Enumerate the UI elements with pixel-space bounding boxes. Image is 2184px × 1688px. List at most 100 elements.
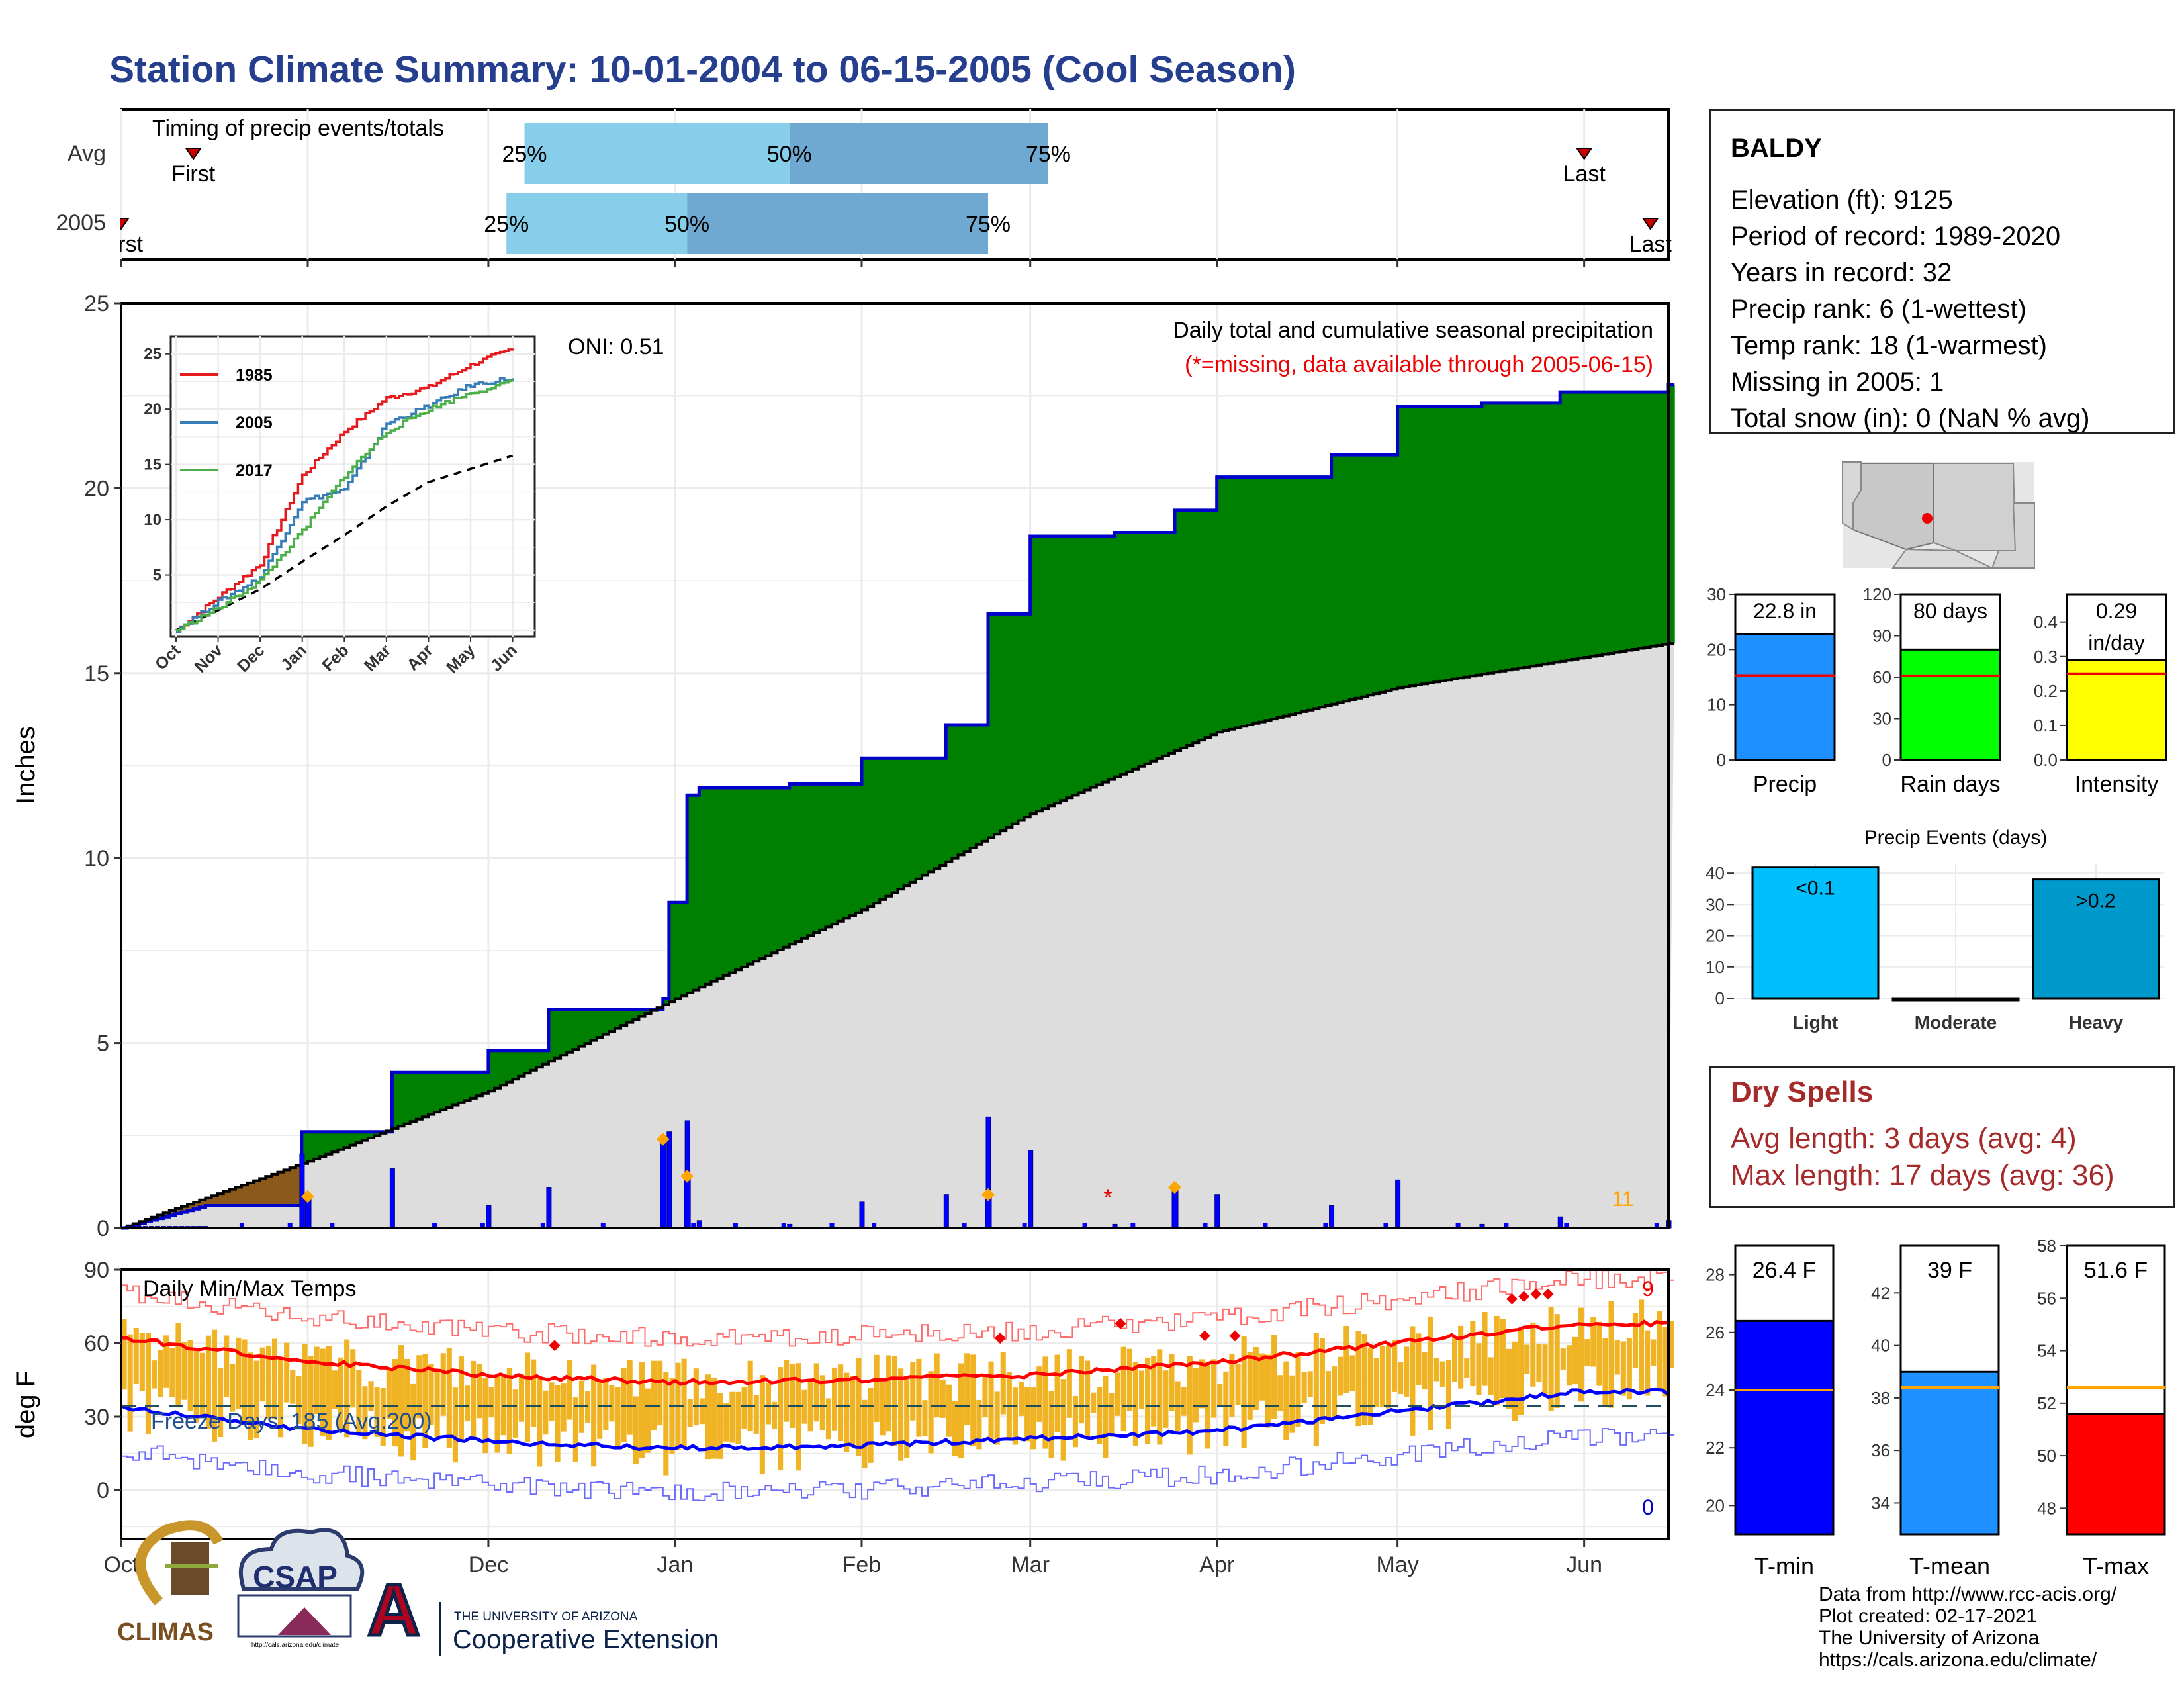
daily-temp-bar <box>1524 1344 1530 1374</box>
timing-panel: Timing of precip events/totals Avg 2005 … <box>0 108 1672 261</box>
temp-summary-tick-label: 22 <box>1706 1438 1725 1458</box>
timing-pct-label: 25% <box>484 212 529 237</box>
temp-record-marker <box>1115 1317 1126 1329</box>
daily-temp-bar <box>440 1353 446 1416</box>
daily-temp-bar <box>404 1358 410 1432</box>
daily-temp-bar <box>1626 1338 1632 1400</box>
daily-temp-bar <box>1404 1346 1410 1397</box>
dry-spells-title: Dry Spells <box>1731 1076 1874 1108</box>
daily-temp-bar <box>1500 1319 1506 1399</box>
precip-y-tick-label: 15 <box>84 661 109 686</box>
daily-temp-bar <box>374 1387 380 1437</box>
daily-temp-bar <box>169 1348 175 1398</box>
daily-temp-bar <box>681 1358 687 1448</box>
inset-y-tick-label: 5 <box>153 567 161 585</box>
daily-precip-bar <box>239 1223 244 1228</box>
mini-chart-tick-label: 0 <box>1717 750 1726 770</box>
daily-temp-bar <box>1229 1353 1235 1417</box>
daily-temp-bar <box>807 1379 813 1432</box>
daily-temp-bar <box>1379 1346 1385 1408</box>
daily-temp-bar <box>1428 1316 1433 1430</box>
daily-precip-bar <box>480 1223 485 1228</box>
daily-temp-bar <box>1126 1348 1132 1411</box>
daily-temp-bar <box>543 1390 549 1435</box>
daily-temp-bar <box>1584 1339 1590 1366</box>
daily-temp-bar <box>1097 1387 1103 1444</box>
mini-chart-tick-label: 0.3 <box>2034 647 2058 667</box>
daily-temp-bar <box>711 1378 717 1459</box>
average-cumulative-area <box>121 643 1675 1228</box>
daily-temp-bar <box>1392 1340 1398 1392</box>
daily-temp-bar <box>537 1377 543 1467</box>
daily-temp-bar <box>1289 1375 1295 1433</box>
daily-temp-bar <box>1494 1315 1500 1406</box>
daily-temp-bar <box>819 1375 825 1430</box>
daily-temp-bar <box>248 1352 253 1440</box>
climas-logo-text: CLIMAS <box>117 1618 214 1646</box>
daily-temp-bar <box>1566 1345 1572 1386</box>
daily-temp-bar <box>1138 1370 1145 1409</box>
mini-chart-value: 0.29 <box>2096 599 2137 623</box>
x-axis-tick-label: Dec <box>469 1552 508 1577</box>
daily-temp-bar <box>1151 1356 1157 1427</box>
temp-record-marker <box>1229 1330 1241 1342</box>
station-elevation: Elevation (ft): 9125 <box>1731 185 1953 214</box>
daily-temp-bar <box>1042 1356 1048 1449</box>
temp-summary-value: 39 F <box>1927 1258 1972 1283</box>
temp-summary-tick-label: 38 <box>1871 1388 1890 1408</box>
daily-temp-bar <box>1181 1387 1187 1416</box>
station-location-dot <box>1922 513 1933 524</box>
map-region-nm <box>1933 463 2017 551</box>
mini-chart-value-unit: in/day <box>2088 631 2144 655</box>
daily-temp-bar <box>320 1348 326 1436</box>
daily-temp-bar <box>1620 1341 1626 1396</box>
daily-temp-bar <box>1668 1321 1674 1368</box>
daily-temp-bar <box>145 1333 151 1435</box>
daily-precip-peak-bar <box>684 1176 691 1229</box>
daily-temp-bar <box>1657 1311 1662 1390</box>
daily-temp-bar <box>127 1334 133 1432</box>
daily-temp-bar <box>1091 1392 1097 1413</box>
events-bar-label: Heavy <box>2069 1012 2124 1033</box>
locator-map <box>1842 461 2035 569</box>
daily-precip-bar <box>733 1223 738 1228</box>
events-bar-value: >0.2 <box>2076 890 2115 912</box>
daily-temp-bar <box>699 1398 705 1425</box>
daily-temp-bar <box>1349 1355 1355 1391</box>
daily-temp-bar <box>928 1371 934 1454</box>
daily-temp-bar <box>1205 1362 1211 1449</box>
ua-logo: A THE UNIVERSITY OF ARIZONA Cooperative … <box>366 1568 719 1656</box>
mini-chart-tick-label: 0.4 <box>2034 612 2058 632</box>
daily-precip-bar <box>1329 1205 1335 1229</box>
temp-record-marker <box>994 1333 1006 1344</box>
daily-temp-bar <box>1247 1352 1253 1420</box>
map-region-mx <box>1891 548 1993 569</box>
daily-temp-bar <box>1060 1379 1066 1461</box>
precip-y-axis-label: Inches <box>11 726 40 804</box>
footer-created: Plot created: 02-17-2021 <box>1819 1605 2038 1627</box>
daily-temp-bar <box>1054 1354 1060 1432</box>
x-axis-tick-label: Jan <box>657 1552 694 1577</box>
x-axis-tick-label: Oct <box>104 1552 139 1577</box>
daily-temp-bar <box>627 1360 633 1435</box>
daily-temp-bar <box>531 1359 537 1427</box>
daily-temp-bar <box>187 1339 193 1411</box>
daily-precip-bar <box>666 1131 672 1229</box>
timing-pct-label: 75% <box>1026 142 1071 167</box>
daily-temp-bar <box>218 1368 224 1438</box>
daily-temp-bar <box>1301 1372 1307 1403</box>
daily-temp-bar <box>1319 1338 1325 1425</box>
inset-legend-label: 2017 <box>236 461 273 480</box>
station-name: BALDY <box>1731 134 1822 163</box>
daily-temp-bar <box>615 1387 621 1450</box>
daily-temp-bar <box>759 1375 765 1474</box>
daily-temp-bar <box>1645 1330 1651 1396</box>
precip-y-tick-label: 20 <box>84 476 109 501</box>
daily-temp-bar <box>1572 1336 1578 1385</box>
daily-temp-bar <box>446 1348 452 1448</box>
temp-y-tick-label: 0 <box>97 1478 109 1503</box>
daily-temp-bar <box>964 1353 970 1425</box>
daily-temp-bar <box>994 1391 1000 1445</box>
temp-count-high: 9 <box>1642 1277 1654 1301</box>
temp-summary-tick-label: 40 <box>1871 1336 1890 1356</box>
